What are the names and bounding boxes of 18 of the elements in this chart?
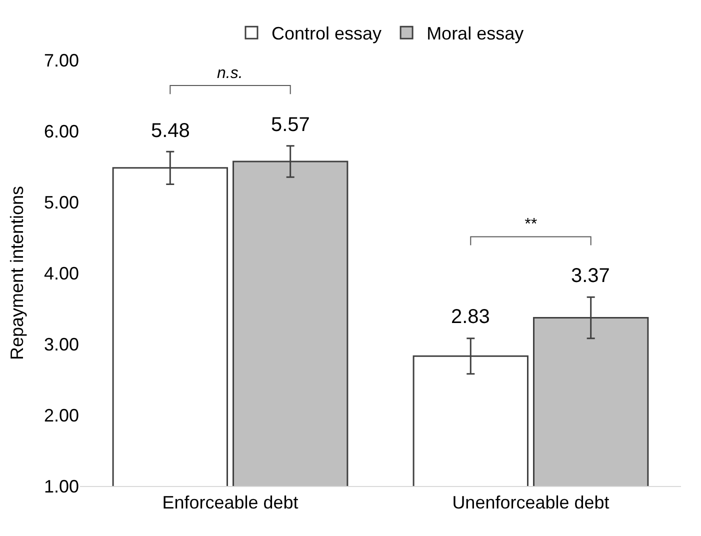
data-label: 5.57 bbox=[271, 114, 310, 136]
legend-label: Control essay bbox=[272, 24, 382, 44]
data-label: 3.37 bbox=[571, 265, 610, 287]
annotation: n.s. bbox=[217, 65, 243, 82]
data-label: 2.83 bbox=[451, 306, 490, 328]
y-tick-label: 6.00 bbox=[44, 121, 79, 142]
y-tick-label: 5.00 bbox=[44, 192, 79, 212]
x-tick-label: Unenforceable debt bbox=[452, 492, 610, 513]
y-axis-title: Repayment intentions bbox=[7, 186, 28, 360]
data-label: 5.48 bbox=[151, 120, 190, 142]
x-tick-label: Enforceable debt bbox=[162, 492, 298, 513]
legend-label: Moral essay bbox=[426, 24, 524, 44]
annotation: ** bbox=[524, 216, 538, 233]
y-tick-label: 3.00 bbox=[44, 334, 79, 354]
y-tick-label: 4.00 bbox=[44, 263, 79, 284]
y-tick-label: 7.00 bbox=[44, 50, 79, 70]
y-tick-label: 2.00 bbox=[44, 405, 79, 426]
y-tick-label: 1.00 bbox=[44, 476, 79, 496]
